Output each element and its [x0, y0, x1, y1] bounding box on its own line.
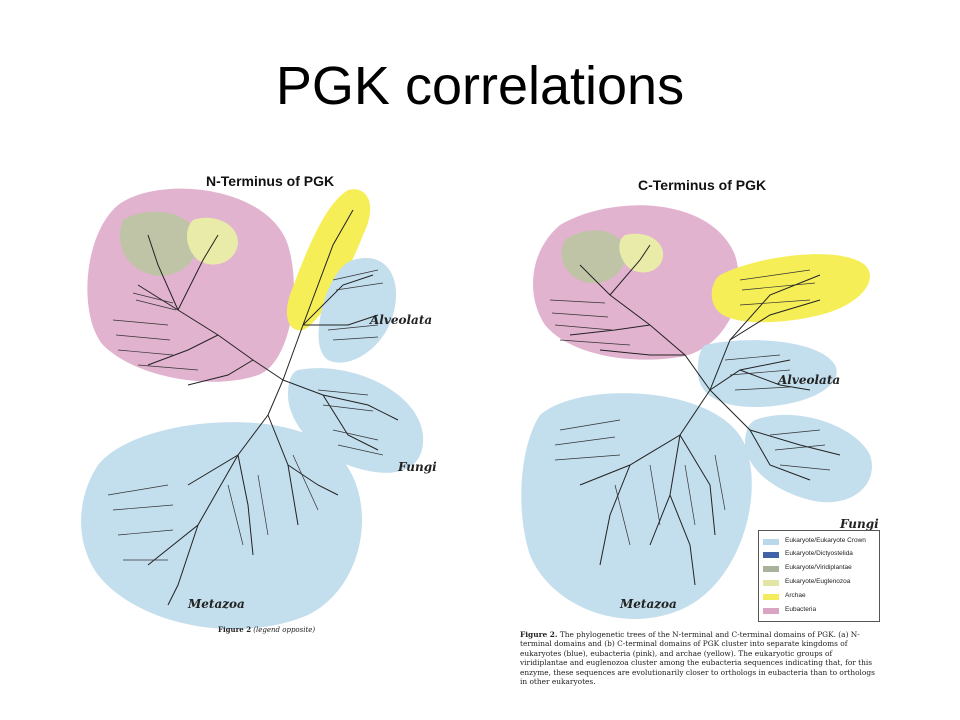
left-figure-note: Figure 2 (legend opposite)	[218, 625, 315, 634]
species-label-texture	[107, 269, 384, 561]
species-label-texture	[549, 269, 831, 546]
legend-item: Eukaryote/Euglenozoa	[763, 578, 875, 588]
euglenozoa-region	[619, 233, 664, 273]
legend-label: Eubacteria	[785, 606, 817, 613]
archae-region	[711, 254, 870, 323]
n-terminus-tree-diagram	[81, 188, 424, 630]
left-metazoa-label: Metazoa	[188, 597, 245, 611]
legend-item: Eubacteria	[763, 606, 875, 616]
legend-swatch	[763, 608, 779, 614]
caption-label: Figure 2.	[520, 630, 558, 639]
eubacteria-region	[533, 205, 739, 360]
legend-swatch	[763, 580, 779, 586]
c-terminus-tree-panel: C-Terminus of PGK Alveolata Fungi Metazo…	[520, 165, 882, 686]
tree-branches	[569, 244, 841, 586]
n-terminus-tree-panel: N-Terminus of PGK Alveolata Fungi Metazo…	[78, 165, 446, 640]
n-terminus-heading: N-Terminus of PGK	[206, 173, 335, 189]
legend-label: Eukaryote/Viridiplantae	[785, 564, 852, 571]
left-alveolata-label: Alveolata	[370, 313, 433, 327]
right-fungi-label: Fungi	[840, 517, 879, 531]
right-alveolata-label: Alveolata	[778, 373, 841, 387]
color-legend: Eukaryote/Eukaryote Crown Eukaryote/Dict…	[758, 530, 880, 622]
fungi-region	[745, 414, 872, 503]
archae-region	[286, 189, 371, 331]
legend-item: Archae	[763, 592, 875, 602]
viridiplantae-region	[561, 230, 626, 284]
figure-note-label: Figure 2	[218, 625, 252, 634]
legend-label: Eukaryote/Dictyostelida	[785, 550, 853, 557]
legend-label: Archae	[785, 592, 806, 599]
c-terminus-tree-diagram	[521, 205, 872, 619]
left-fungi-label: Fungi	[398, 460, 437, 474]
tree-branches	[137, 209, 399, 606]
legend-swatch	[763, 552, 779, 558]
euglenozoa-region	[186, 217, 238, 265]
figure-caption: Figure 2. The phylogenetic trees of the …	[520, 630, 882, 686]
caption-text: The phylogenetic trees of the N-terminal…	[520, 630, 875, 687]
alveolata-region	[697, 340, 837, 408]
legend-item: Eukaryote/Dictyostelida	[763, 550, 875, 560]
right-metazoa-label: Metazoa	[620, 597, 677, 611]
legend-swatch	[763, 594, 779, 600]
legend-item: Eukaryote/Viridiplantae	[763, 564, 875, 574]
slide-title: PGK correlations	[275, 56, 685, 116]
c-terminus-heading: C-Terminus of PGK	[638, 177, 767, 193]
viridiplantae-region	[119, 211, 199, 276]
figure-note-text: (legend opposite)	[253, 626, 316, 634]
legend-label: Eukaryote/Eukaryote Crown	[785, 537, 866, 544]
metazoa-region	[81, 422, 362, 630]
legend-swatch	[763, 566, 779, 572]
legend-swatch	[763, 539, 779, 545]
legend-label: Eukaryote/Euglenozoa	[785, 578, 851, 585]
legend-item: Eukaryote/Eukaryote Crown	[763, 537, 875, 547]
metazoa-region	[521, 393, 752, 619]
